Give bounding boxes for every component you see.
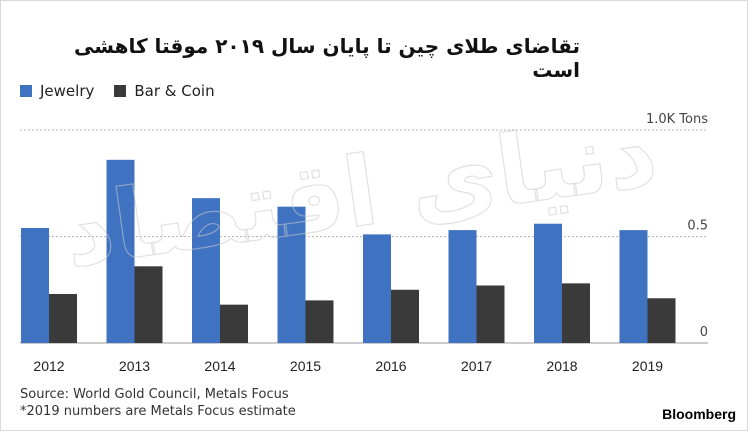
- chart-title: تقاضای طلای چین تا پایان سال ۲۰۱۹ موقتا …: [74, 34, 580, 82]
- legend-label-jewelry: Jewelry: [40, 82, 95, 100]
- bar-jewelry-2012: [21, 227, 49, 343]
- x-tick-labels: 2012 2013 2014 2015 2016 2017 2018 2019: [33, 358, 663, 374]
- footer: Source: World Gold Council, Metals Focus…: [20, 386, 296, 420]
- bar-bar-coin-2016: [391, 289, 419, 343]
- bar-jewelry-2014: [192, 198, 220, 343]
- bar-jewelry-2017: [448, 230, 477, 343]
- x-tick-label: 2015: [290, 358, 321, 374]
- y-tick-label: 0: [700, 325, 708, 340]
- legend-swatch-bar-coin: [114, 85, 127, 97]
- bar-bar-coin-2013: [134, 266, 163, 343]
- bar-jewelry-2015: [277, 206, 306, 343]
- bar-bar-coin-2015: [305, 300, 334, 343]
- legend-item-bar-coin: Bar & Coin: [114, 82, 215, 100]
- bar-bar-coin-2017: [476, 285, 505, 343]
- x-tick-label: 2017: [461, 358, 492, 374]
- x-tick-label: 2016: [375, 358, 406, 374]
- bar-jewelry-2016: [363, 234, 391, 343]
- bloomberg-logo: Bloomberg: [662, 406, 736, 422]
- x-tick-label: 2012: [33, 358, 64, 374]
- legend-label-bar-coin: Bar & Coin: [134, 82, 215, 100]
- y-tick-labels: 0 0.5 1.0K Tons: [646, 112, 708, 340]
- legend: Jewelry Bar & Coin: [20, 82, 235, 100]
- bar-jewelry-2013: [106, 159, 135, 343]
- x-tick-label: 2014: [204, 358, 235, 374]
- bar-bar-coin-2014: [220, 304, 248, 343]
- bars: [21, 159, 676, 343]
- estimate-note: *2019 numbers are Metals Focus estimate: [20, 404, 296, 419]
- bar-jewelry-2019: [619, 230, 648, 343]
- bar-bar-coin-2019: [647, 298, 676, 343]
- y-tick-label: 1.0K Tons: [646, 112, 708, 127]
- x-tick-label: 2013: [119, 358, 150, 374]
- watermark: دنیای اقتصاد: [57, 95, 664, 289]
- legend-item-jewelry: Jewelry: [20, 82, 94, 100]
- legend-swatch-jewelry: [20, 85, 32, 97]
- bar-bar-coin-2018: [562, 283, 590, 343]
- x-tick-label: 2019: [632, 358, 663, 374]
- bar-jewelry-2018: [534, 223, 562, 343]
- source-note: Source: World Gold Council, Metals Focus: [20, 387, 289, 402]
- bar-bar-coin-2012: [49, 294, 77, 343]
- y-tick-label: 0.5: [687, 219, 708, 234]
- x-tick-label: 2018: [546, 358, 577, 374]
